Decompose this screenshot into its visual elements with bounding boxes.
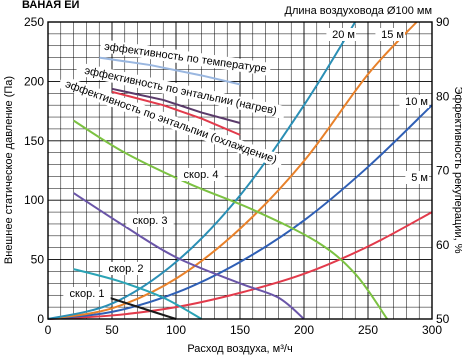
curves-layer	[47, 21, 433, 320]
fan-label-speed-4: скор. 4	[184, 169, 219, 181]
fan-curve	[73, 268, 203, 320]
x-tick-label: 50	[105, 323, 119, 337]
y-left-tick-label: 50	[31, 253, 45, 267]
duct-curve-5м	[47, 211, 433, 320]
duct-curve-15м	[47, 21, 418, 320]
efficiency-label-enthalpy-cooling-bg	[58, 75, 285, 169]
fan-label-speed-1-group: скор. 1	[63, 287, 111, 300]
fan-curve	[73, 192, 305, 320]
efficiency-label-enthalpy-heating-bg	[75, 62, 287, 120]
x-axis-ticks: 0 50 100 150 200 250 300	[45, 323, 443, 337]
duct-label-5m-bg	[405, 171, 429, 184]
duct-curve-10м	[47, 104, 433, 320]
duct-label-5m: 5 м	[411, 172, 428, 184]
duct-label-15m: 15 м	[381, 29, 404, 41]
y-right-tick-label: 80	[436, 89, 450, 103]
duct-label-10m: 10 м	[405, 96, 428, 108]
duct-label-5m-group: 5 м	[405, 171, 429, 184]
x-tick-label: 100	[166, 323, 186, 337]
plot-frame	[47, 21, 433, 320]
chart-subtitle: Длина воздуховода Ø100 мм	[285, 5, 432, 17]
efficiency-curve	[99, 56, 241, 86]
x-axis-label: Расход воздуха, м³/ч	[187, 343, 292, 355]
duct-label-10m-bg	[399, 95, 429, 108]
fan-label-speed-2-bg	[102, 262, 150, 275]
fan-label-speed-2: скор. 2	[109, 263, 144, 275]
fan-curve	[73, 119, 389, 320]
x-tick-label: 0	[45, 323, 52, 337]
y-right-tick-label: 50	[436, 312, 450, 326]
y-left-tick-label: 0	[37, 312, 44, 326]
y-right-tick-label: 70	[436, 164, 450, 178]
y-left-tick-label: 100	[24, 193, 44, 207]
y-right-tick-label: 60	[436, 238, 450, 252]
efficiency-curve	[111, 87, 241, 124]
y-left-tick-label: 150	[24, 134, 44, 148]
duct-curve-20м	[47, 21, 357, 320]
fan-label-speed-4-bg	[177, 168, 225, 181]
x-tick-label: 300	[422, 323, 442, 337]
x-tick-label: 250	[358, 323, 378, 337]
y-right-tick-label: 90	[436, 15, 450, 29]
x-tick-label: 200	[294, 323, 314, 337]
x-tick-label: 150	[230, 323, 250, 337]
y-axis-right-ticks: 50 60 70 80 90	[436, 15, 450, 326]
fan-label-speed-1-bg	[63, 287, 111, 300]
y-axis-left-ticks: 0 50 100 150 200 250	[24, 15, 44, 326]
fan-label-speed-1: скор. 1	[70, 288, 105, 300]
efficiency-label-temperature-bg	[99, 39, 272, 76]
fan-label-speed-3-bg	[126, 214, 174, 227]
y-axis-right-label: Эффективность рекуперации, %	[452, 86, 462, 253]
fan-label-speed-3-group: скор. 3	[126, 214, 174, 227]
y-left-tick-label: 200	[24, 74, 44, 88]
fan-label-speed-4-group: скор. 4	[177, 168, 225, 181]
efficiency-curve	[111, 90, 241, 136]
y-left-tick-label: 250	[24, 15, 44, 29]
fan-label-speed-3: скор. 3	[133, 215, 168, 227]
fan-label-speed-2-group: скор. 2	[102, 262, 150, 275]
duct-label-20m-group: 20 м	[326, 28, 356, 41]
duct-label-10m-group: 10 м	[399, 95, 429, 108]
duct-label-20m: 20 м	[332, 29, 355, 41]
duct-label-20m-bg	[326, 28, 356, 41]
duct-label-15m-group: 15 м	[375, 28, 405, 41]
y-axis-left-label: Внешнее статическое давление (Па)	[3, 76, 15, 264]
chart-title-fragment: ВАНАЯ ЕЙ	[22, 0, 80, 11]
duct-label-15m-bg	[375, 28, 405, 41]
